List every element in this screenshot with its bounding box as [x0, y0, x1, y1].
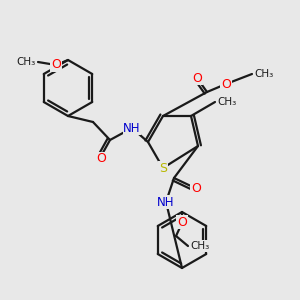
Text: CH₃: CH₃ [190, 241, 209, 251]
Text: CH₃: CH₃ [254, 69, 273, 79]
Text: O: O [51, 58, 61, 71]
Text: O: O [191, 182, 201, 194]
Text: CH₃: CH₃ [17, 57, 36, 67]
Text: O: O [96, 152, 106, 166]
Text: NH: NH [123, 122, 141, 134]
Text: O: O [221, 77, 231, 91]
Text: O: O [177, 215, 187, 229]
Text: CH₃: CH₃ [217, 97, 236, 107]
Text: O: O [192, 71, 202, 85]
Text: S: S [159, 161, 167, 175]
Text: NH: NH [157, 196, 175, 208]
